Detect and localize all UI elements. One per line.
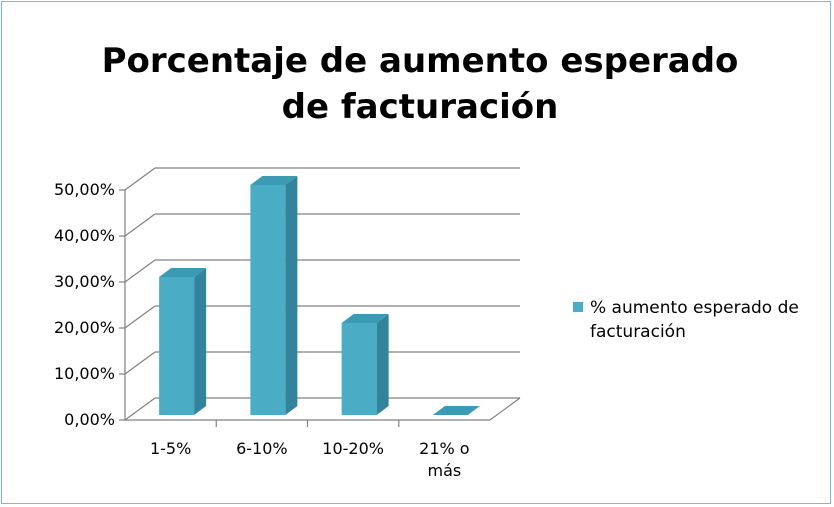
bar xyxy=(341,323,377,415)
x-tick-label: 10-20% xyxy=(322,439,384,458)
x-tick-label: 21% o más xyxy=(419,439,470,480)
grid-line xyxy=(124,351,156,375)
bar xyxy=(159,277,195,415)
bar-top xyxy=(341,314,389,323)
bar-side xyxy=(285,176,298,415)
legend-swatch xyxy=(573,302,583,312)
legend-label: % aumento esperado de facturación xyxy=(590,298,799,342)
grid-line xyxy=(124,213,156,237)
bar-top xyxy=(159,268,207,277)
bar-top xyxy=(250,176,298,185)
floor-edge xyxy=(489,397,521,421)
y-tick-label: 40,00% xyxy=(53,226,115,245)
y-tick-label: 0,00% xyxy=(64,410,115,429)
x-tick-label: 6-10% xyxy=(236,439,288,458)
bar-top xyxy=(432,406,480,415)
bar-side xyxy=(194,268,207,415)
grid-line xyxy=(124,167,156,191)
grid-line xyxy=(124,259,156,283)
bar xyxy=(250,185,286,415)
y-tick-label: 20,00% xyxy=(53,318,115,337)
y-tick-label: 10,00% xyxy=(53,364,115,383)
y-tick-label: 30,00% xyxy=(53,272,115,291)
x-tick-label: 1-5% xyxy=(149,439,192,458)
y-tick-label: 50,00% xyxy=(53,180,115,199)
grid-line xyxy=(124,305,156,329)
bar-side xyxy=(376,314,389,415)
chart-title: Porcentaje de aumento esperado de factur… xyxy=(101,41,739,127)
grid-line xyxy=(124,397,156,421)
